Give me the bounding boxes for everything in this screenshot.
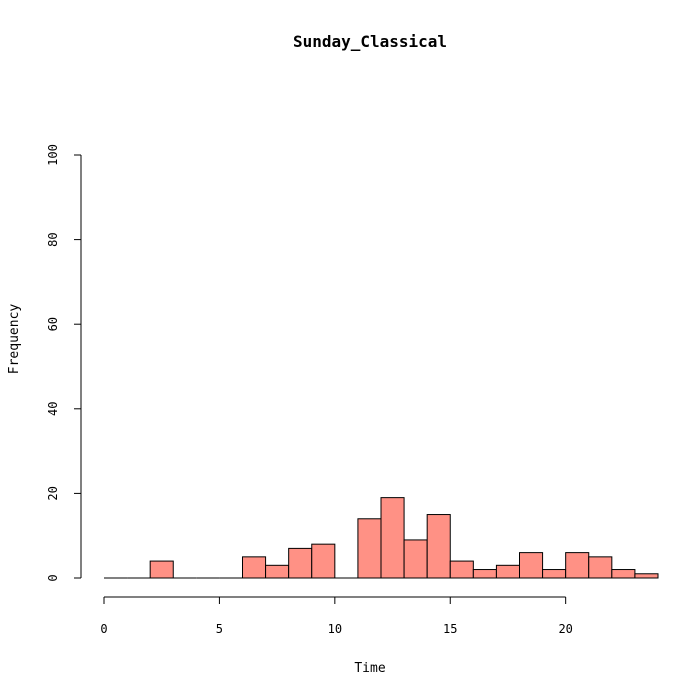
x-tick-label: 5 xyxy=(216,622,223,636)
bars-group xyxy=(104,497,659,579)
histogram-bar xyxy=(472,569,497,579)
y-tick-label: 60 xyxy=(46,317,60,331)
histogram-bar xyxy=(634,573,659,579)
histogram-bar xyxy=(288,547,313,579)
histogram-bar xyxy=(357,518,382,579)
histogram-bar xyxy=(519,552,544,579)
histogram-bar xyxy=(426,514,451,579)
y-tick-label: 0 xyxy=(46,574,60,581)
x-tick-label: 15 xyxy=(443,622,457,636)
histogram-bar xyxy=(611,569,636,579)
x-tick-label: 0 xyxy=(100,622,107,636)
y-axis: 0 20 40 60 80 100 xyxy=(46,144,82,582)
histogram-bar xyxy=(242,556,267,579)
histogram-bar xyxy=(311,543,336,579)
histogram-bar xyxy=(265,564,290,579)
x-axis-label: Time xyxy=(354,661,385,676)
x-tick-label: 10 xyxy=(328,622,342,636)
histogram-bar xyxy=(449,560,474,579)
y-tick-label: 80 xyxy=(46,232,60,246)
y-tick-label: 20 xyxy=(46,486,60,500)
histogram-bar xyxy=(495,564,520,579)
histogram-bar xyxy=(380,497,405,579)
chart-title: Sunday_Classical xyxy=(293,32,447,51)
y-tick-label: 40 xyxy=(46,402,60,416)
histogram-bar xyxy=(588,556,613,579)
histogram-bar xyxy=(149,560,174,579)
y-tick-label: 100 xyxy=(46,144,60,166)
y-axis-label: Frequency xyxy=(7,304,22,375)
histogram-bar xyxy=(565,552,590,579)
histogram-bar xyxy=(542,569,567,579)
x-axis: 0 5 10 15 20 xyxy=(100,596,573,636)
x-tick-label: 20 xyxy=(558,622,572,636)
histogram-bar xyxy=(403,539,428,579)
